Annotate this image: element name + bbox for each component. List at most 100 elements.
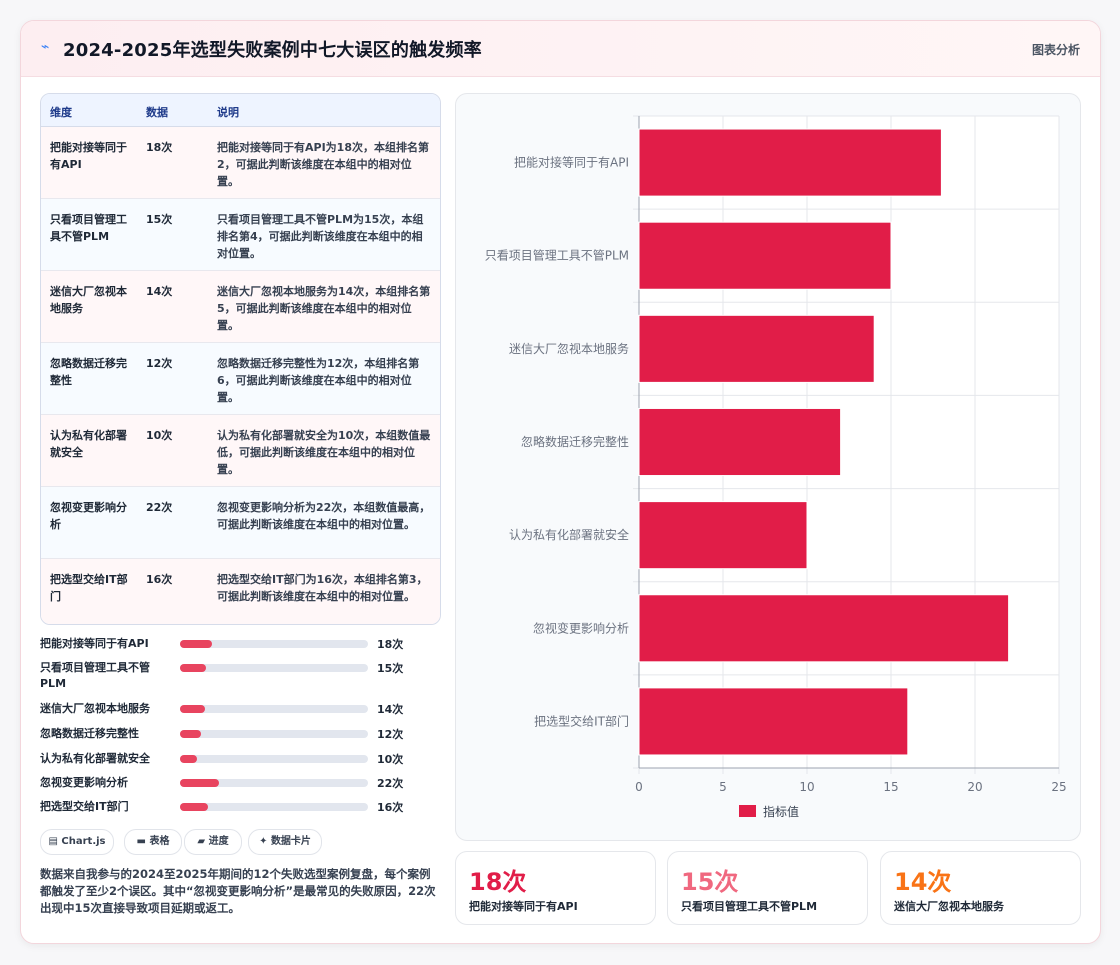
cell-data: 22次 [146,501,173,514]
progress-label: 只看项目管理工具不管PLM [40,661,150,690]
y-tick-label: 只看项目管理工具不管PLM [485,248,629,263]
column-header-dimension: 维度 [50,106,72,119]
chart-analysis-link[interactable]: 图表分析 [1031,43,1080,57]
bar [638,687,909,756]
chart-panel: 0 5 10 15 20 25 把能对接等同于有API 只看项目管理工具不管PLM 迷信大厂忽视… [455,93,1081,841]
progress-fill [180,755,198,763]
table-row: 认为私有化部署就安全 10次 认为私有化部署就安全为10次，本组数值最低，可据此判断… [41,415,440,487]
cell-dimension: 把能对接等同于有API [50,141,127,171]
chip-label: Chart.js [61,836,106,847]
progress-track [180,755,368,763]
cell-data: 18次 [146,141,173,154]
chip-progress[interactable]: ▰ 进度 [184,829,242,855]
y-tick-label: 迷信大厂忽视本地服务 [509,341,629,356]
cell-data: 16次 [146,573,173,586]
cell-description: 把选型交给IT部门为16次，本组排名第3，可据此判断该维度在本组中的相对位置。 [217,573,428,603]
cell-data: 15次 [146,213,173,226]
legend-label: 指标值 [763,804,799,819]
table-row: 忽略数据迁移完整性 12次 忽略数据迁移完整性为12次，本组排名第6，可据此判断该维… [41,343,440,415]
chart-icon: ⌁ [41,39,50,55]
y-tick-label: 忽略数据迁移完整性 [521,434,629,449]
x-tick-label: 15 [883,780,898,794]
progress-value: 14次 [377,703,404,716]
bar [638,314,875,383]
y-tick-label: 认为私有化部署就安全 [509,527,629,542]
progress-label: 把能对接等同于有API [40,637,149,650]
chip-data-card[interactable]: ✦ 数据卡片 [248,829,322,855]
sparkle-icon: ✦ [259,836,268,847]
progress-label: 忽略数据迁移完整性 [40,727,139,740]
cell-description: 认为私有化部署就安全为10次，本组数值最低，可据此判断该维度在本组中的相对位置。 [217,429,431,476]
table-body: 把能对接等同于有API 18次 把能对接等同于有API为18次，本组排名第2，可据此… [41,127,440,624]
progress-track [180,779,368,787]
bar [638,221,892,290]
progress-value: 10次 [377,753,404,766]
y-tick-label: 把能对接等同于有API [514,155,629,170]
stat-label: 只看项目管理工具不管PLM [681,900,818,913]
bar [638,501,808,570]
progress-label: 忽视变更影响分析 [40,776,128,789]
bar [638,128,942,197]
x-tick-label: 20 [967,780,982,794]
stat-value: 15次 [681,868,739,896]
bar-chart: 0 5 10 15 20 25 把能对接等同于有API 只看项目管理工具不管PLM 迷信大厂忽视… [485,115,1067,819]
progress-value: 18次 [377,638,404,651]
progress-fill [180,640,212,648]
cell-description: 迷信大厂忽视本地服务为14次，本组排名第5，可据此判断该维度在本组中的相对位置。 [217,285,431,332]
cell-description: 忽视变更影响分析为22次，本组数值最高，可据此判断该维度在本组中的相对位置。 [217,501,431,531]
progress-track [180,730,368,738]
progress-label: 认为私有化部署就安全 [40,752,150,765]
progress-track [180,803,368,811]
chip-label: 表格 [149,836,170,847]
progress-track [180,640,368,648]
cell-dimension: 忽略数据迁移完整性 [50,357,127,387]
cell-data: 12次 [146,357,173,370]
chip-label: 进度 [208,836,229,847]
card-header: ⌁ 2024-2025年选型失败案例中七大误区的触发频率 图表分析 [21,21,1100,77]
x-tick-label: 5 [719,780,727,794]
stat-value: 18次 [469,868,527,896]
progress-track [180,664,368,672]
progress-fill [180,664,207,672]
legend-swatch [739,805,756,817]
cell-dimension: 迷信大厂忽视本地服务 [50,285,127,315]
cell-description: 忽略数据迁移完整性为12次，本组排名第6，可据此判断该维度在本组中的相对位置。 [217,357,420,404]
y-tick-label: 忽视变更影响分析 [533,620,629,635]
cell-dimension: 忽视变更影响分析 [50,501,127,531]
x-tick-label: 25 [1051,780,1066,794]
stat-label: 把能对接等同于有API [469,900,578,913]
table-row: 把能对接等同于有API 18次 把能对接等同于有API为18次，本组排名第2，可据此… [41,127,440,199]
cell-dimension: 认为私有化部署就安全 [50,429,127,459]
table-row: 只看项目管理工具不管PLM 15次 只看项目管理工具不管PLM为15次，本组排名第4… [41,199,440,271]
cell-dimension: 把选型交给IT部门 [50,573,128,603]
chip-label: 数据卡片 [270,836,311,847]
progress-value: 16次 [377,801,404,814]
source-note: 数据来自我参与的2024至2025年期间的12个失败选型案例复盘，每个案例都触发… [40,867,436,915]
chart-card: ⌁ 2024-2025年选型失败案例中七大误区的触发频率 图表分析 维度 数据 … [20,20,1101,944]
chip-table[interactable]: ▬ 表格 [124,829,182,855]
progress-label: 迷信大厂忽视本地服务 [40,702,150,715]
progress-track [180,705,368,713]
bar [638,407,842,477]
progress-icon: ▰ [197,836,206,847]
page-title: 2024-2025年选型失败案例中七大误区的触发频率 [63,40,482,61]
cell-data: 14次 [146,285,173,298]
progress-value: 15次 [377,662,404,675]
progress-fill [180,779,219,787]
table-row: 忽视变更影响分析 22次 忽视变更影响分析为22次，本组数值最高，可据此判断该维度在… [41,487,440,559]
stat-card-2: 15次 只看项目管理工具不管PLM [667,851,868,925]
column-header-data: 数据 [146,106,168,119]
table-row: 迷信大厂忽视本地服务 14次 迷信大厂忽视本地服务为14次，本组排名第5，可据此判断… [41,271,440,343]
x-tick-label: 10 [799,780,814,794]
bar [638,594,1010,663]
table-row: 把选型交给IT部门 16次 把选型交给IT部门为16次，本组排名第3，可据此判断该维… [41,559,440,624]
stat-label: 迷信大厂忽视本地服务 [894,900,1004,913]
table-icon: ▬ [136,836,146,847]
x-tick-label: 0 [635,780,643,794]
stat-card-1: 18次 把能对接等同于有API [455,851,656,925]
progress-value: 12次 [377,728,404,741]
y-tick-label: 把选型交给IT部门 [534,713,629,728]
progress-fill [180,705,205,713]
chip-chartjs[interactable]: ▤ Chart.js [40,829,114,855]
cell-dimension: 只看项目管理工具不管PLM [50,213,127,243]
